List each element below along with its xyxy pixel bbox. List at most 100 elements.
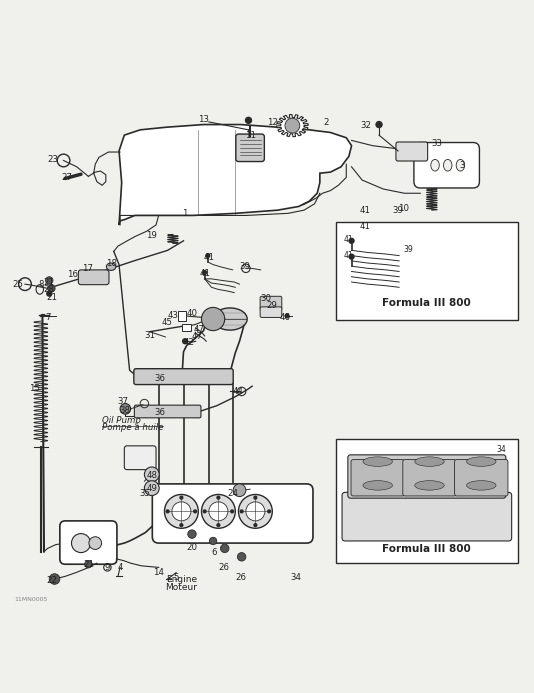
Text: 47: 47 xyxy=(194,325,205,334)
Text: 19: 19 xyxy=(146,231,157,240)
Circle shape xyxy=(209,502,228,521)
FancyBboxPatch shape xyxy=(348,455,506,498)
Text: 36: 36 xyxy=(155,408,166,417)
Ellipse shape xyxy=(415,457,444,466)
Text: 41: 41 xyxy=(359,222,370,231)
Text: 32: 32 xyxy=(361,121,372,130)
Text: 2: 2 xyxy=(324,119,329,128)
Circle shape xyxy=(193,509,197,514)
Text: 23: 23 xyxy=(48,155,59,164)
Text: 35: 35 xyxy=(139,489,150,498)
Circle shape xyxy=(348,238,355,244)
Circle shape xyxy=(85,561,92,568)
Text: Engine: Engine xyxy=(166,575,197,584)
Text: 39: 39 xyxy=(392,206,404,215)
Text: 28: 28 xyxy=(44,285,55,294)
Text: 31: 31 xyxy=(144,331,155,340)
Text: 1: 1 xyxy=(182,209,188,218)
Circle shape xyxy=(144,467,159,482)
Circle shape xyxy=(216,523,221,527)
Circle shape xyxy=(348,254,355,260)
Ellipse shape xyxy=(213,308,247,330)
Text: 45: 45 xyxy=(161,318,172,327)
Text: 14: 14 xyxy=(153,568,164,577)
Circle shape xyxy=(285,119,300,133)
Text: 26: 26 xyxy=(218,563,229,572)
Circle shape xyxy=(46,290,52,297)
Bar xyxy=(183,324,191,331)
Text: 22: 22 xyxy=(46,576,57,585)
Ellipse shape xyxy=(363,481,392,490)
Text: 33: 33 xyxy=(431,139,443,148)
Text: 17: 17 xyxy=(82,264,93,273)
Text: 4: 4 xyxy=(117,563,123,572)
FancyBboxPatch shape xyxy=(135,405,201,418)
Circle shape xyxy=(221,544,229,552)
Circle shape xyxy=(172,502,191,521)
Text: 10: 10 xyxy=(398,204,409,213)
Circle shape xyxy=(245,116,252,124)
Text: 41: 41 xyxy=(199,269,210,278)
Circle shape xyxy=(209,537,217,545)
Circle shape xyxy=(179,523,184,527)
Circle shape xyxy=(267,509,271,514)
Text: 42: 42 xyxy=(183,337,194,346)
Text: 47: 47 xyxy=(192,333,203,342)
Circle shape xyxy=(188,530,196,538)
Text: 11MN0005: 11MN0005 xyxy=(14,597,48,602)
Text: 24: 24 xyxy=(227,489,238,498)
FancyBboxPatch shape xyxy=(351,459,404,496)
Text: 29: 29 xyxy=(267,301,278,310)
Circle shape xyxy=(182,338,189,344)
Text: 48: 48 xyxy=(146,471,158,480)
Text: 41: 41 xyxy=(203,253,214,262)
Text: 37: 37 xyxy=(118,398,129,407)
FancyBboxPatch shape xyxy=(78,270,109,285)
Text: 13: 13 xyxy=(198,115,209,124)
FancyBboxPatch shape xyxy=(124,446,156,470)
Text: 43: 43 xyxy=(168,311,178,320)
Bar xyxy=(336,222,518,320)
Text: Formula III 800: Formula III 800 xyxy=(382,299,471,308)
Circle shape xyxy=(246,502,265,521)
Circle shape xyxy=(164,495,198,528)
Circle shape xyxy=(239,495,272,528)
FancyBboxPatch shape xyxy=(134,369,233,385)
Circle shape xyxy=(72,534,90,552)
FancyBboxPatch shape xyxy=(260,307,282,317)
Ellipse shape xyxy=(431,159,439,171)
Polygon shape xyxy=(119,125,351,225)
Text: 12: 12 xyxy=(267,119,278,128)
FancyBboxPatch shape xyxy=(260,297,282,310)
Circle shape xyxy=(144,481,159,495)
Ellipse shape xyxy=(363,457,392,466)
Ellipse shape xyxy=(467,481,496,490)
Text: 6: 6 xyxy=(211,548,217,557)
Text: 21: 21 xyxy=(44,277,55,286)
Text: 46: 46 xyxy=(280,313,291,322)
FancyBboxPatch shape xyxy=(236,134,264,161)
Text: 16: 16 xyxy=(67,270,78,279)
Circle shape xyxy=(201,308,225,331)
Circle shape xyxy=(240,509,244,514)
Ellipse shape xyxy=(415,481,444,490)
Text: 3: 3 xyxy=(460,161,465,170)
Text: 41: 41 xyxy=(343,251,354,260)
Text: 5: 5 xyxy=(174,573,179,582)
Bar xyxy=(336,439,518,563)
Circle shape xyxy=(179,495,184,500)
Circle shape xyxy=(375,121,383,128)
Text: 41: 41 xyxy=(359,206,370,215)
Circle shape xyxy=(89,537,101,550)
Text: 21: 21 xyxy=(83,560,94,569)
Text: 34: 34 xyxy=(497,445,507,454)
Ellipse shape xyxy=(106,263,116,270)
Circle shape xyxy=(202,509,207,514)
Text: 38: 38 xyxy=(120,407,131,416)
Text: Formula III 800: Formula III 800 xyxy=(382,543,471,554)
Text: 39: 39 xyxy=(403,245,413,254)
Text: 7: 7 xyxy=(45,313,50,322)
Circle shape xyxy=(48,285,55,292)
FancyBboxPatch shape xyxy=(60,521,117,564)
Ellipse shape xyxy=(444,159,452,171)
